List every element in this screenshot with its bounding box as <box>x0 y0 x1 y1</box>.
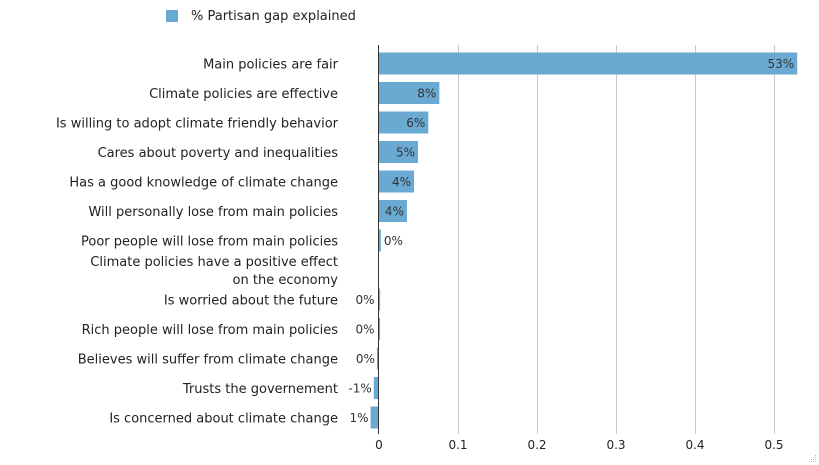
data-label: 0% <box>355 293 374 307</box>
category-label: Will personally lose from main policies <box>88 205 338 220</box>
category-label: Cares about poverty and inequalities <box>98 146 339 161</box>
bar <box>378 229 381 252</box>
bar <box>378 170 415 193</box>
x-tick-label: 0 <box>375 438 383 452</box>
bar <box>378 318 381 340</box>
resize-grip-icon <box>809 455 816 462</box>
category-label: Is worried about the future <box>164 294 338 309</box>
bar <box>378 82 440 104</box>
data-label: 8% <box>417 87 436 101</box>
category-label: Trusts the governement <box>182 382 338 397</box>
bar <box>378 111 429 134</box>
bar <box>373 377 379 399</box>
category-label: Climate policies have a positive effect o… <box>90 255 338 288</box>
category-label: Poor people will lose from main policies <box>81 235 338 250</box>
category-label: Has a good knowledge of climate change <box>69 176 338 191</box>
category-label: Climate policies are effective <box>149 87 338 102</box>
data-label: 4% <box>392 175 411 189</box>
data-label: 4% <box>385 205 404 219</box>
bar <box>378 52 798 75</box>
data-label: 0% <box>384 234 403 248</box>
data-label: 53% <box>768 57 795 71</box>
bar <box>378 200 407 222</box>
bar <box>378 288 381 311</box>
category-label: Believes will suffer from climate change <box>78 353 338 368</box>
x-tick-label: 0.2 <box>527 438 546 452</box>
data-label: 0% <box>355 323 374 337</box>
legend: % Partisan gap explained <box>166 7 356 25</box>
x-tick-label: 0.4 <box>685 438 704 452</box>
x-tick-label: 0.1 <box>448 438 467 452</box>
legend-label: % Partisan gap explained <box>191 8 356 24</box>
x-tick-label: 0.3 <box>606 438 625 452</box>
data-label: -1% <box>348 382 371 396</box>
data-label: 1% <box>350 411 369 425</box>
category-label: Main policies are fair <box>203 58 339 73</box>
bar <box>378 141 418 163</box>
bar <box>370 406 379 429</box>
category-label: Is concerned about climate change <box>109 412 338 427</box>
category-label: Is willing to adopt climate friendly beh… <box>56 117 339 132</box>
data-label: 5% <box>396 146 415 160</box>
data-label: 6% <box>406 116 425 130</box>
legend-swatch <box>166 10 178 22</box>
x-tick-label: 0.5 <box>764 438 783 452</box>
bar <box>376 347 379 370</box>
category-label: Rich people will lose from main policies <box>82 323 339 338</box>
data-label: 0% <box>356 352 375 366</box>
